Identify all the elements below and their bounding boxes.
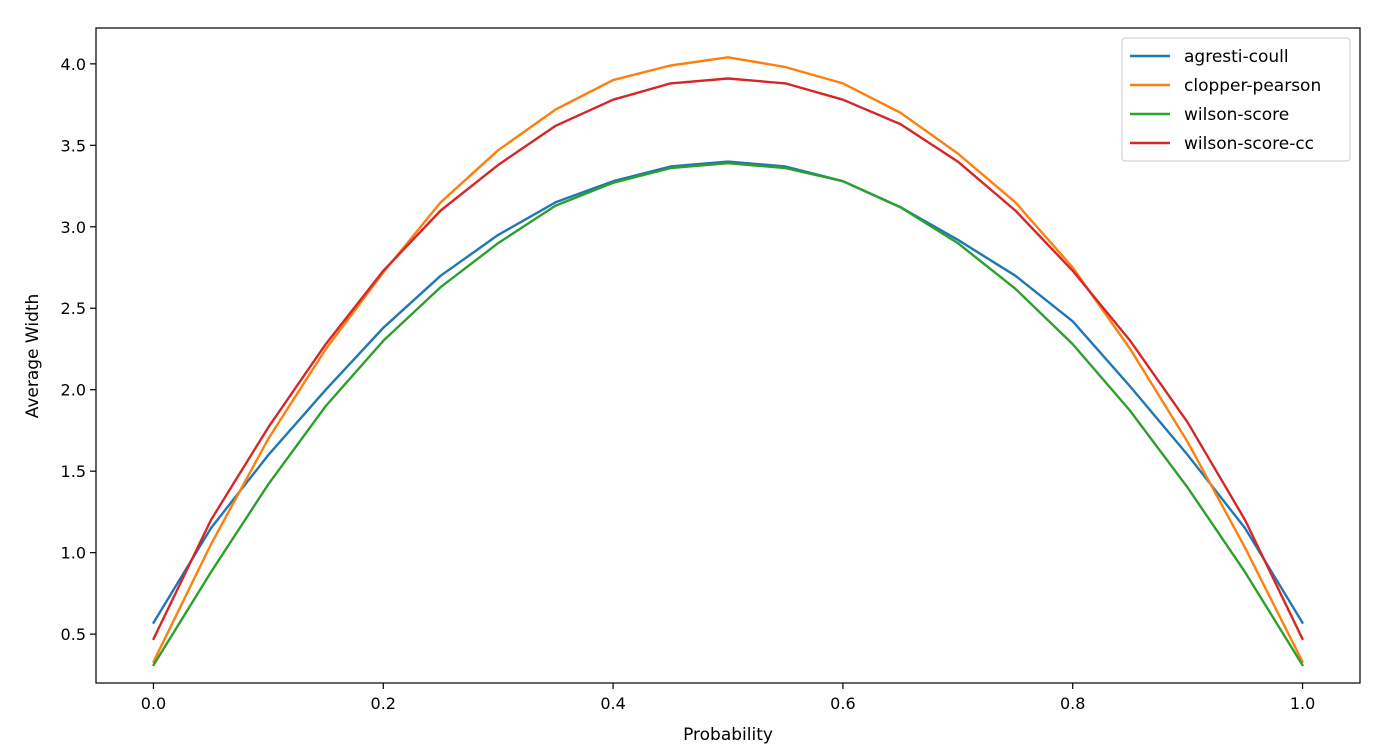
legend-label: clopper-pearson bbox=[1184, 76, 1321, 96]
x-tick-label: 0.4 bbox=[600, 694, 625, 713]
legend-label: agresti-coull bbox=[1184, 47, 1289, 67]
series-line-wilson-score bbox=[152, 161, 1304, 667]
y-tick-label: 3.5 bbox=[61, 136, 86, 155]
x-tick-label: 0.8 bbox=[1060, 694, 1085, 713]
y-tick-label: 2.5 bbox=[61, 299, 86, 318]
legend-label: wilson-score bbox=[1184, 105, 1289, 125]
y-tick-label: 1.0 bbox=[61, 544, 86, 563]
x-axis-label: Probability bbox=[683, 725, 773, 745]
series-line-wilson-score-cc bbox=[152, 77, 1304, 641]
legend: agresti-coull clopper-pearson wilson-score… bbox=[1121, 37, 1351, 162]
y-axis-label: Average Width bbox=[23, 294, 43, 419]
y-tick-label: 1.5 bbox=[61, 462, 86, 481]
y-tick-label: 0.5 bbox=[61, 625, 86, 644]
y-axis-ticks: 0.5 1.0 1.5 2.0 2.5 3.0 3.5 4.0 bbox=[61, 55, 96, 644]
y-tick-label: 4.0 bbox=[61, 55, 86, 74]
legend-label: wilson-score-cc bbox=[1184, 134, 1314, 154]
plot-lines bbox=[152, 56, 1304, 667]
legend-box bbox=[1121, 37, 1351, 162]
x-tick-label: 0.2 bbox=[371, 694, 396, 713]
plot-frame bbox=[95, 27, 1361, 684]
y-tick-label: 2.0 bbox=[61, 381, 86, 400]
series-line-clopper-pearson bbox=[152, 56, 1304, 663]
x-tick-label: 0.0 bbox=[141, 694, 166, 713]
x-tick-label: 0.6 bbox=[830, 694, 855, 713]
series-line-agresti-coull bbox=[152, 160, 1304, 624]
y-tick-label: 3.0 bbox=[61, 218, 86, 237]
x-tick-label: 1.0 bbox=[1290, 694, 1315, 713]
x-axis-ticks: 0.0 0.2 0.4 0.6 0.8 1.0 bbox=[141, 683, 1315, 713]
